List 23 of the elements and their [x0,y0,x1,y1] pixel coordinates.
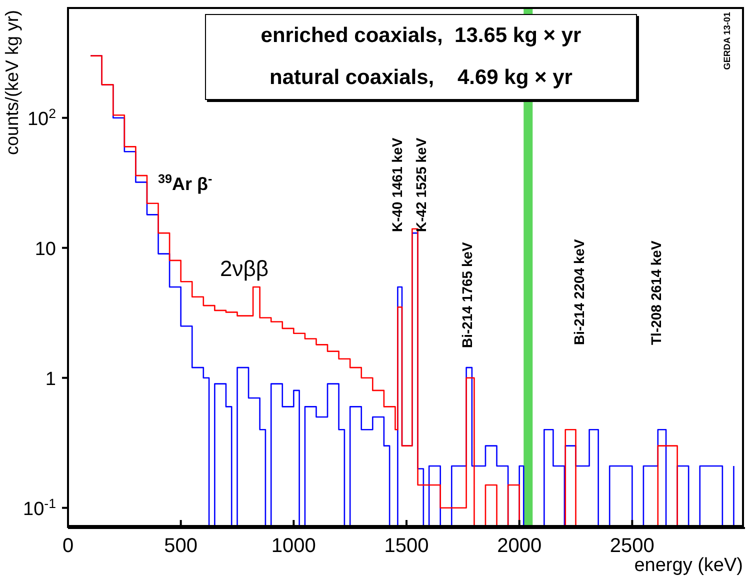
x-tick-label: 2500 [610,535,654,558]
y-tick-label: 10$^{-1}$ [23,495,56,520]
annotation: GERDA 13-01 [722,12,732,70]
x-tick-label: 0 [62,535,74,558]
x-axis-title: energy (keV) [634,555,743,576]
annotation: $^{39}$Ar β$^{-}$ [158,172,212,194]
annotation: Tl-208 2614 keV [648,240,664,345]
x-tick-label: 1500 [384,535,429,558]
x-tick-label: 2000 [497,535,542,558]
y-tick-label: 10 [34,238,56,260]
y-axis-title: counts/(keV kg yr) [2,10,22,156]
annotation: natural coaxials, 4.69 kg × yr [270,66,572,90]
y-tick-label: 1 [45,368,56,390]
annotation: 2νββ [220,256,269,281]
annotation: K-42 1525 keV [412,137,429,232]
legend-box: enriched coaxials, 13.65 kg × yr natural coaxials, 4.69 kg × yr [205,14,637,100]
annotation: Bi-214 1765 keV [458,241,475,348]
x-tick-label: 500 [164,535,198,558]
annotation: Bi-214 2204 keV [570,238,587,345]
y-tick-label: 10$^{2}$ [27,105,56,130]
annotation: enriched coaxials, 13.65 kg × yr [260,24,582,48]
annotation: K-40 1461 keV [388,137,405,232]
x-tick-label: 1000 [271,535,316,558]
